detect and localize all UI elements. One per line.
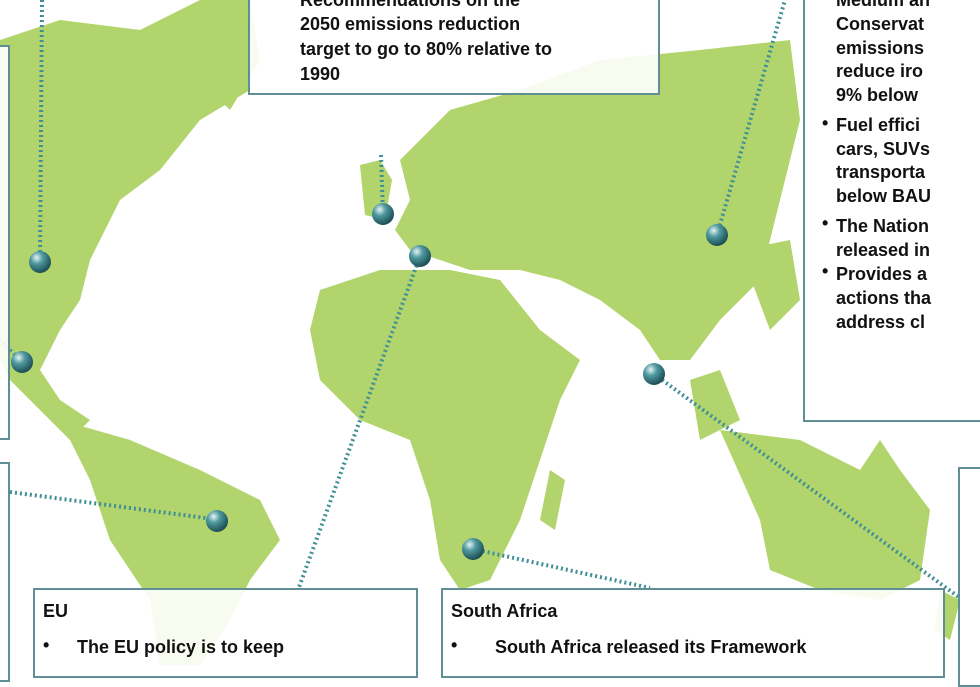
text-line: Provides a [836,264,928,284]
location-pins [11,203,728,560]
text-line: transporta [836,162,926,182]
text-line: released in [836,240,931,260]
bullet: • [822,213,829,233]
bullet: • [822,261,829,281]
text-line: below BAU [836,186,932,206]
world-map [0,0,962,665]
connector-lines [0,0,962,600]
text-line: cars, SUVs [836,139,931,159]
text-line: target to go to 80% relative to [300,39,553,59]
text-line: reduce iro [836,61,924,81]
text-line: emissions [836,38,925,58]
text-line: 9% below [836,85,919,105]
right-lower-box [958,467,980,687]
text-line: actions tha [836,288,932,308]
south-africa-box: South Africa • South Africa released its… [441,588,945,678]
bullet: • [43,635,50,655]
bullet: • [822,113,829,133]
box-title: EU [43,601,69,621]
text-line: Recommendations on the [300,0,521,10]
text-line: The EU policy is to keep [77,637,285,657]
left-box [0,45,10,440]
right-box: Medium an Conservat emissions reduce iro… [803,0,980,422]
bullet: • [451,635,458,655]
text-line: South Africa released its Framework [495,637,807,657]
text-line: 1990 [300,64,341,84]
text-line: The Nation [836,216,929,236]
text-line: Fuel effici [836,115,921,135]
text-line: 2050 emissions reduction [300,14,521,34]
text-line: Medium an [836,0,931,10]
eu-box: EU • The EU policy is to keep [33,588,418,678]
top-box: Recommendations on the 2050 emissions re… [248,0,660,95]
text-line: address cl [836,312,926,332]
left-box-lower [0,462,10,682]
text-line: Conservat [836,14,925,34]
box-title: South Africa [451,601,558,621]
